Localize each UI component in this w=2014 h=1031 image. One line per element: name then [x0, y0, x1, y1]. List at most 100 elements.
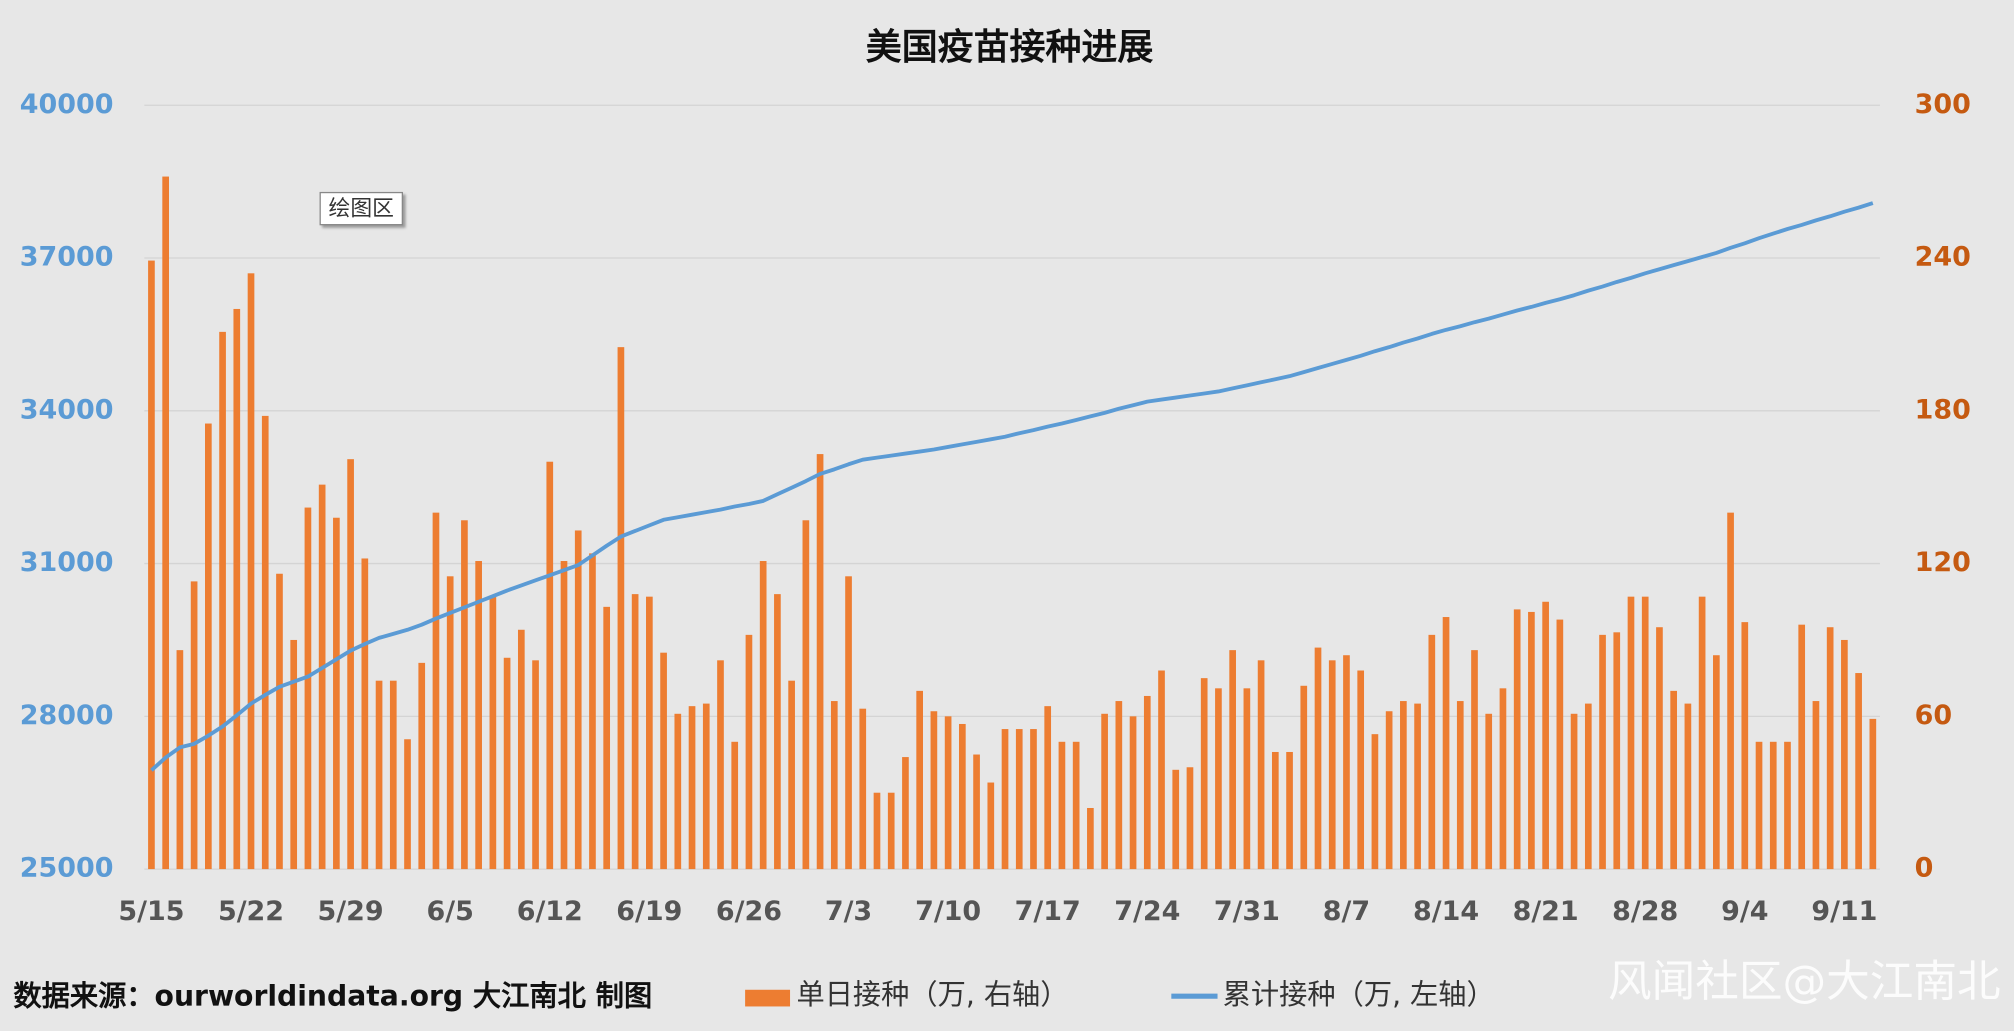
bar [148, 260, 155, 870]
bar [731, 741, 739, 870]
x-tick-label: 9/11 [1811, 896, 1877, 927]
bar [887, 792, 895, 870]
bar [219, 331, 226, 870]
bar [1471, 650, 1478, 870]
bar [759, 561, 767, 870]
legend-swatch [745, 989, 791, 1007]
x-tick-label: 5/22 [218, 896, 284, 927]
bar [375, 680, 383, 870]
bar [617, 347, 625, 870]
x-tick-label: 7/31 [1214, 896, 1280, 927]
bar [1186, 767, 1194, 870]
bar [688, 706, 696, 870]
chart-title: 美国疫苗接种进展 [866, 27, 1154, 68]
bar [532, 660, 539, 870]
bar [1314, 647, 1322, 870]
bar [1641, 596, 1649, 870]
bar [1101, 713, 1108, 870]
bar [461, 520, 468, 870]
bar [1143, 695, 1151, 870]
bar [1044, 706, 1052, 870]
bar [660, 652, 667, 870]
bar [631, 594, 639, 870]
bar [1058, 741, 1066, 870]
bar [176, 650, 184, 870]
x-tick-label: 6/5 [427, 896, 474, 927]
bar [1442, 617, 1450, 870]
bar [1485, 713, 1493, 870]
y2-tick-label: 180 [1915, 394, 1971, 425]
bar [1158, 670, 1165, 870]
x-tick-label: 7/17 [1015, 896, 1081, 927]
bar [1015, 729, 1023, 870]
bar [1784, 741, 1791, 870]
x-tick-label: 6/12 [517, 896, 583, 927]
x-tick-label: 8/7 [1323, 896, 1370, 927]
bar [1215, 688, 1222, 870]
bar [560, 561, 568, 870]
bar [1115, 701, 1123, 870]
bar [702, 703, 710, 870]
bar [1328, 660, 1336, 870]
bar [574, 530, 582, 870]
legend-label: 单日接种（万, 右轴） [796, 978, 1068, 1011]
bar [816, 454, 824, 870]
bar [1670, 690, 1678, 870]
x-tick-label: 7/24 [1114, 896, 1180, 927]
bar [1343, 655, 1350, 870]
bar [1613, 632, 1621, 870]
bar [205, 423, 212, 870]
bar [788, 680, 795, 870]
bar [1542, 601, 1549, 870]
bar [646, 596, 653, 870]
bar [717, 660, 724, 870]
bar [830, 701, 838, 870]
bar [1769, 741, 1777, 870]
bar [1172, 769, 1180, 870]
bar [290, 639, 298, 870]
legend-label: 累计接种（万, 左轴） [1223, 978, 1495, 1011]
x-tick-label: 8/28 [1612, 896, 1678, 927]
y2-tick-label: 120 [1915, 547, 1971, 578]
bar [446, 576, 454, 870]
bar [261, 415, 269, 870]
bar [930, 711, 938, 870]
x-tick-label: 8/14 [1413, 896, 1479, 927]
bar [489, 596, 497, 870]
source: 数据来源：ourworldindata.org 大江南北 制图 [13, 979, 652, 1012]
bar [1812, 701, 1820, 870]
bar [674, 713, 682, 870]
bar [361, 558, 369, 870]
bar [589, 553, 596, 870]
bar [1371, 734, 1379, 870]
bar [1627, 596, 1635, 870]
bar [1286, 751, 1293, 870]
bar [418, 662, 426, 870]
bar [1385, 711, 1393, 870]
bar [1826, 627, 1834, 870]
y2-tick-label: 60 [1915, 700, 1953, 731]
bar [916, 690, 924, 870]
bar [1357, 670, 1365, 870]
bar [873, 792, 881, 870]
annotation: 绘图区 [329, 196, 394, 221]
bar [304, 507, 312, 870]
bar [389, 680, 397, 870]
bar [503, 657, 511, 870]
bar [1200, 678, 1208, 870]
bar [1798, 624, 1806, 870]
bar [1257, 660, 1265, 870]
bar [603, 606, 611, 870]
bar [1698, 596, 1706, 870]
bar [247, 273, 255, 870]
x-tick-label: 6/19 [616, 896, 682, 927]
bar [475, 561, 482, 870]
bar [1087, 807, 1094, 870]
bar [162, 176, 169, 870]
watermark: 风闻社区@大江南北 [1608, 957, 2001, 1008]
x-tick-label: 6/26 [716, 896, 782, 927]
bar [944, 716, 952, 870]
bar [802, 520, 810, 870]
bar [1229, 650, 1236, 870]
